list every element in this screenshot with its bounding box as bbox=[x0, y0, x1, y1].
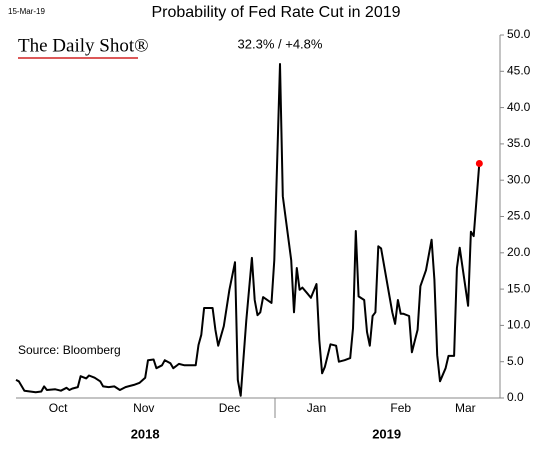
x-tick-label: Feb bbox=[390, 401, 411, 415]
x-tick-label: Oct bbox=[49, 401, 68, 415]
y-tick-label: 0.0 bbox=[507, 390, 524, 404]
annotation: 32.3% / +4.8% bbox=[238, 36, 323, 51]
chart-title: Probability of Fed Rate Cut in 2019 bbox=[151, 4, 400, 21]
y-tick-label: 45.0 bbox=[507, 63, 531, 77]
year-label: 2019 bbox=[372, 426, 401, 441]
source: Source: Bloomberg bbox=[18, 343, 121, 357]
y-tick-label: 40.0 bbox=[507, 100, 531, 114]
x-tick-label: Dec bbox=[219, 401, 240, 415]
year-label: 2018 bbox=[131, 426, 160, 441]
date-stamp: 15-Mar-19 bbox=[8, 7, 45, 16]
x-tick-label: Jan bbox=[307, 401, 326, 415]
x-tick-label: Mar bbox=[455, 401, 476, 415]
brand-logo: The Daily Shot® bbox=[18, 35, 149, 56]
y-tick-label: 5.0 bbox=[507, 354, 524, 368]
line bbox=[15, 63, 481, 397]
y-tick-label: 10.0 bbox=[507, 318, 531, 332]
y-tick-label: 50.0 bbox=[507, 27, 531, 41]
y-tick-label: 15.0 bbox=[507, 281, 531, 295]
y-tick-label: 30.0 bbox=[507, 172, 531, 186]
last-point bbox=[475, 160, 483, 168]
x-tick-label: Nov bbox=[133, 401, 154, 415]
y-tick-label: 35.0 bbox=[507, 136, 531, 150]
y-tick-label: 25.0 bbox=[507, 209, 531, 223]
y-tick-label: 20.0 bbox=[507, 245, 531, 259]
